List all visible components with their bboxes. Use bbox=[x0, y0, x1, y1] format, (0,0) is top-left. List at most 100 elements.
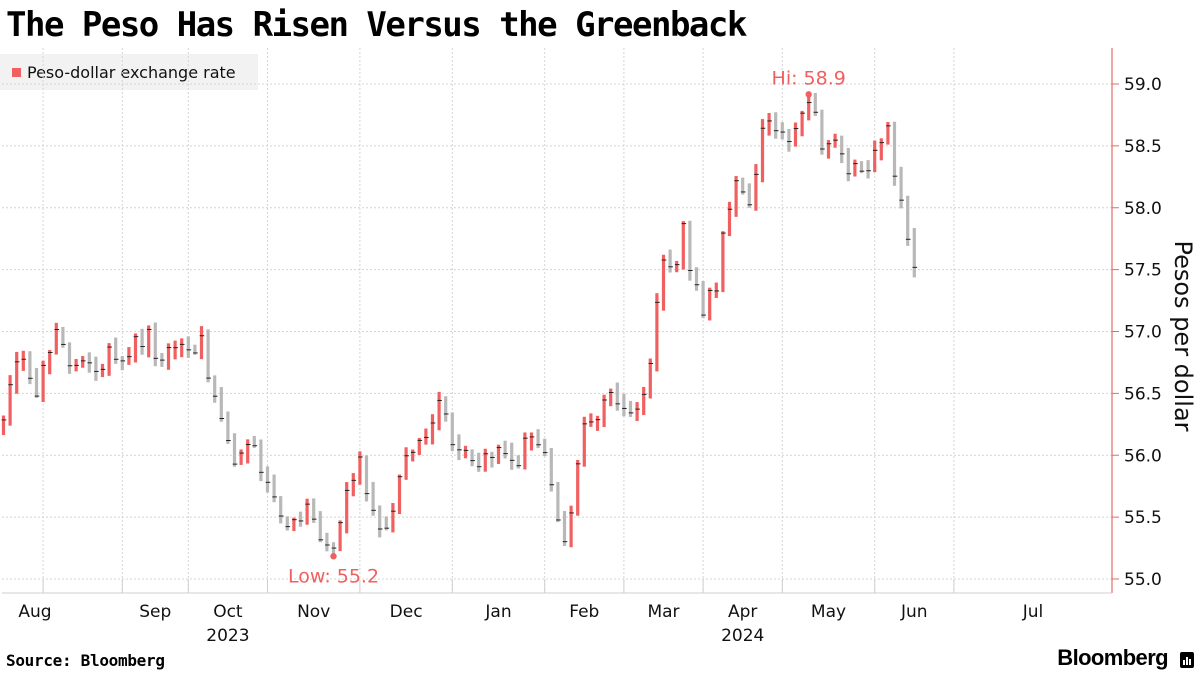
ohlc-bar bbox=[1, 415, 6, 436]
ohlc-bar bbox=[107, 343, 111, 376]
ohlc-bar bbox=[866, 160, 870, 179]
ohlc-bar bbox=[576, 459, 580, 516]
ohlc-bar bbox=[28, 351, 32, 385]
ohlc-bar bbox=[206, 329, 210, 383]
ohlc-bar bbox=[490, 451, 494, 468]
ohlc-bar bbox=[556, 481, 560, 523]
y-tick-label: 56.5 bbox=[1124, 384, 1162, 404]
ohlc-bar bbox=[463, 445, 468, 459]
x-tick-label-month: Sep bbox=[139, 602, 171, 622]
ohlc-bar bbox=[193, 344, 197, 355]
ohlc-bar bbox=[714, 282, 718, 298]
ohlc-bar bbox=[813, 92, 817, 116]
ohlc-bar bbox=[153, 322, 157, 367]
x-tick-label-month: Jan bbox=[484, 602, 511, 622]
ohlc-bar bbox=[470, 449, 474, 467]
y-tick-label: 59.0 bbox=[1124, 75, 1162, 95]
ohlc-bar bbox=[100, 363, 105, 378]
ohlc-bar bbox=[549, 447, 553, 492]
ohlc-bar bbox=[721, 231, 725, 293]
ohlc-bar bbox=[21, 350, 25, 371]
ohlc-bar bbox=[15, 351, 19, 394]
bloomberg-bars-icon bbox=[1180, 652, 1194, 668]
ohlc-bar bbox=[826, 140, 831, 159]
grid-layer bbox=[2, 48, 1112, 593]
high-annotation: Hi: 58.9 bbox=[772, 67, 846, 89]
ohlc-bar bbox=[279, 496, 283, 524]
ohlc-bar bbox=[384, 516, 388, 531]
axis-layer: 55.0 55.5 56.0 56.5 57.0 57.5 58.0 58.5 59.0 Aug S… bbox=[2, 48, 1197, 646]
ohlc-bar bbox=[199, 326, 204, 360]
ohlc-bar bbox=[48, 350, 52, 375]
y-tick-label: 57.0 bbox=[1124, 323, 1162, 343]
ohlc-bar bbox=[833, 133, 837, 148]
x-tick-label-month: Dec bbox=[390, 602, 423, 622]
ohlc-bar bbox=[345, 482, 349, 534]
x-tick-label-month: Aug bbox=[18, 602, 51, 622]
ohlc-bar bbox=[457, 434, 461, 461]
x-tick-label-month: Jun bbox=[900, 602, 928, 622]
ohlc-bar bbox=[899, 166, 903, 209]
ohlc-bar bbox=[747, 183, 751, 208]
ohlc-bar bbox=[688, 220, 692, 281]
ohlc-bar bbox=[668, 249, 672, 273]
ohlc-bar bbox=[318, 511, 322, 543]
ohlc-bar bbox=[807, 96, 811, 121]
ohlc-bar bbox=[298, 511, 303, 527]
ohlc-bar bbox=[741, 177, 745, 195]
ohlc-bar bbox=[404, 447, 408, 480]
ohlc-bar bbox=[371, 481, 375, 516]
ohlc-bar bbox=[661, 254, 666, 311]
ohlc-bar bbox=[358, 451, 362, 485]
ohlc-bar bbox=[774, 112, 778, 139]
ohlc-bar bbox=[523, 432, 527, 470]
ohlc-bar bbox=[562, 511, 567, 547]
ohlc-bar bbox=[424, 428, 428, 445]
x-tick-label-year: 2024 bbox=[721, 626, 764, 646]
ohlc-bar bbox=[411, 449, 415, 462]
ohlc-bar bbox=[800, 110, 804, 137]
ohlc-bar bbox=[94, 356, 98, 381]
ohlc-bar bbox=[312, 498, 316, 523]
ohlc-bar bbox=[912, 227, 916, 278]
ohlc-bar bbox=[397, 474, 402, 515]
ohlc-bar bbox=[727, 201, 732, 237]
ohlc-bar bbox=[430, 414, 435, 445]
ohlc-bar bbox=[701, 281, 705, 319]
ohlc-bar bbox=[622, 393, 626, 417]
ohlc-bar bbox=[147, 325, 151, 358]
ohlc-bar bbox=[873, 140, 877, 173]
ohlc-bar bbox=[364, 455, 369, 502]
ohlc-bar bbox=[582, 416, 586, 467]
ohlc-bar bbox=[510, 442, 514, 470]
ohlc-bar bbox=[239, 449, 243, 465]
ohlc-bar bbox=[417, 437, 421, 455]
ohlc-bar bbox=[496, 444, 501, 464]
x-tick-label-month: May bbox=[811, 602, 846, 622]
y-tick-label: 58.5 bbox=[1124, 137, 1162, 157]
source-note: Source: Bloomberg bbox=[6, 651, 165, 670]
ohlc-bar bbox=[760, 119, 765, 183]
ohlc-bar bbox=[391, 503, 395, 533]
ohlc-bar bbox=[437, 391, 441, 431]
ohlc-bar bbox=[232, 433, 237, 467]
ohlc-bar bbox=[338, 520, 342, 552]
y-tick-label: 56.0 bbox=[1124, 446, 1162, 466]
ohlc-bar bbox=[34, 367, 39, 398]
ohlc-bar bbox=[879, 138, 883, 161]
x-tick-label-month: Jul bbox=[1022, 602, 1044, 622]
ohlc-bar bbox=[186, 336, 190, 358]
ohlc-bar bbox=[648, 358, 652, 399]
ohlc-bar bbox=[886, 122, 890, 145]
chart-title: The Peso Has Risen Versus the Greenback bbox=[6, 5, 747, 45]
ohlc-bar bbox=[127, 347, 131, 365]
ohlc-bar bbox=[503, 440, 507, 459]
ohlc-bar bbox=[246, 439, 250, 464]
ohlc-bar bbox=[635, 402, 639, 421]
ohlc-bar bbox=[305, 498, 309, 525]
ohlc-bar bbox=[444, 396, 448, 422]
ohlc-bar bbox=[675, 260, 679, 273]
annotation-layer: Low: 55.2 Hi: 58.9 bbox=[288, 67, 846, 587]
ohlc-bar bbox=[853, 159, 857, 177]
